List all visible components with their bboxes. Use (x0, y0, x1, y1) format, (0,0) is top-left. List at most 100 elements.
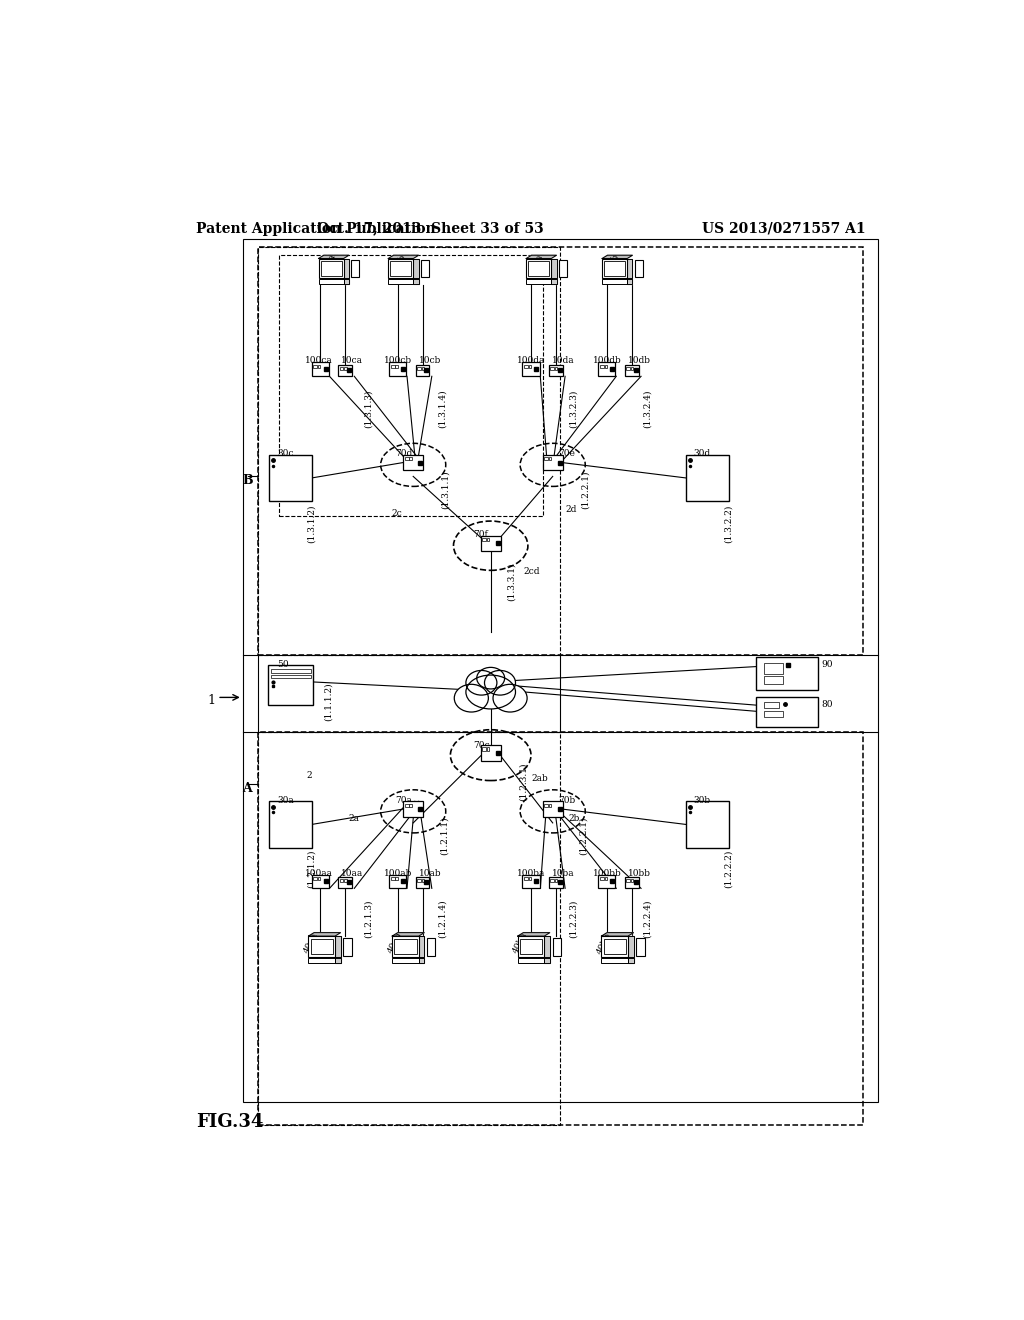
Bar (351, 260, 359, 277)
Text: 30d: 30d (693, 449, 711, 458)
Bar (482, 747, 486, 751)
Bar (258, 733, 862, 1125)
Polygon shape (628, 958, 634, 964)
Bar (390, 261, 412, 276)
Bar (764, 676, 783, 684)
Text: (1.2.2.1): (1.2.2.1) (581, 470, 590, 508)
Bar (627, 367, 630, 370)
Bar (526, 280, 551, 284)
Text: (1.3.1.3): (1.3.1.3) (364, 389, 373, 428)
Polygon shape (602, 255, 633, 259)
Text: 10ba: 10ba (552, 869, 574, 878)
Bar (625, 364, 639, 376)
Bar (598, 875, 615, 888)
Polygon shape (308, 933, 341, 936)
Text: (1.2.1.4): (1.2.1.4) (437, 899, 446, 937)
Bar (480, 744, 501, 760)
Text: 100db: 100db (593, 355, 622, 364)
Text: US 2013/0271557 A1: US 2013/0271557 A1 (701, 222, 865, 235)
Bar (258, 733, 560, 1125)
Bar (600, 876, 604, 880)
Polygon shape (518, 933, 550, 936)
Polygon shape (318, 255, 349, 259)
Polygon shape (551, 280, 556, 284)
Bar (522, 363, 540, 376)
Bar (388, 259, 414, 279)
Polygon shape (335, 936, 341, 957)
Text: 2d: 2d (566, 506, 578, 513)
Bar (318, 259, 344, 279)
Bar (340, 879, 343, 882)
Text: 2c: 2c (391, 508, 402, 517)
Bar (625, 876, 639, 887)
Bar (404, 457, 409, 461)
Bar (549, 876, 563, 887)
Bar (404, 804, 409, 807)
Bar (603, 939, 626, 954)
Text: 100da: 100da (517, 355, 546, 364)
Bar (524, 364, 528, 368)
Polygon shape (526, 255, 556, 259)
Bar (480, 536, 501, 552)
Text: B: B (242, 474, 253, 487)
Text: Patent Application Publication: Patent Application Publication (197, 222, 436, 235)
Text: (1.2.3.1): (1.2.3.1) (519, 763, 527, 801)
Bar (410, 457, 412, 461)
Bar (403, 801, 423, 817)
Polygon shape (388, 255, 419, 259)
Bar (550, 367, 554, 370)
Bar (544, 457, 548, 461)
Bar (528, 261, 549, 276)
Text: (1.2.1.3): (1.2.1.3) (364, 899, 373, 937)
Text: A: A (242, 781, 252, 795)
Bar (528, 876, 531, 880)
Bar (518, 936, 544, 957)
Ellipse shape (477, 668, 505, 689)
Bar (389, 875, 407, 888)
Bar (344, 879, 346, 882)
Bar (311, 875, 329, 888)
Bar (395, 364, 397, 368)
Polygon shape (628, 936, 634, 957)
Polygon shape (544, 958, 550, 964)
Bar (395, 876, 397, 880)
Polygon shape (628, 259, 633, 279)
Text: 10cb: 10cb (419, 355, 441, 364)
Text: (1.1.1.2): (1.1.1.2) (324, 682, 333, 721)
Bar (604, 364, 607, 368)
Text: (1.3.3.1): (1.3.3.1) (507, 562, 516, 601)
Text: 70d: 70d (395, 449, 413, 458)
Bar (416, 364, 429, 376)
Text: 40ab: 40ab (386, 931, 403, 954)
Bar (388, 280, 414, 284)
Polygon shape (551, 259, 556, 279)
Text: 100ba: 100ba (517, 869, 546, 878)
Bar (756, 657, 818, 689)
Text: 50: 50 (278, 660, 289, 669)
Text: 2b: 2b (568, 814, 580, 824)
Bar (555, 367, 557, 370)
Bar (636, 939, 645, 956)
Bar (604, 876, 607, 880)
Bar (392, 936, 419, 957)
Bar (394, 939, 417, 954)
Bar (270, 675, 311, 678)
Text: 70a: 70a (395, 796, 413, 805)
Bar (258, 247, 560, 655)
Polygon shape (414, 259, 419, 279)
Bar (338, 364, 352, 376)
Text: 40ca: 40ca (321, 252, 338, 276)
Text: 2ab: 2ab (531, 775, 548, 783)
Bar (604, 261, 626, 276)
Bar (318, 280, 344, 284)
Bar (417, 367, 421, 370)
Bar (243, 239, 879, 1102)
Text: 30a: 30a (278, 796, 294, 805)
Text: 40aa: 40aa (302, 931, 319, 954)
Bar (317, 364, 321, 368)
Bar (602, 280, 628, 284)
Bar (269, 455, 312, 502)
Bar (601, 936, 628, 957)
Bar (756, 697, 818, 726)
Text: 40bb: 40bb (595, 931, 613, 956)
